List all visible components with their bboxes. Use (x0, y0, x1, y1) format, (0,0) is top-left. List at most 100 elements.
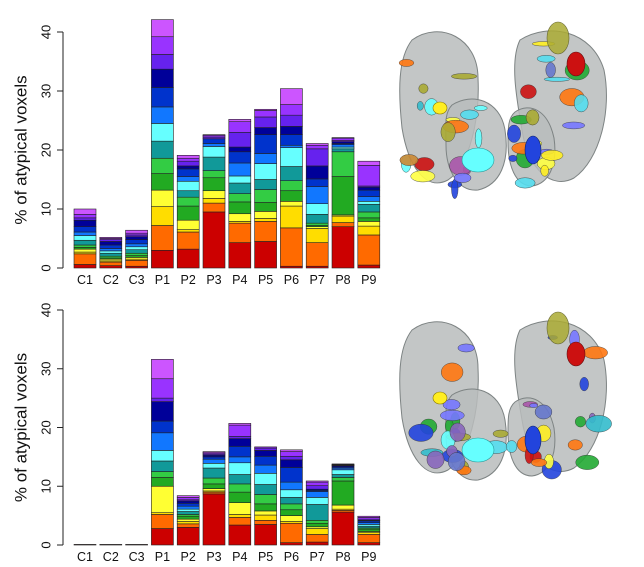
bar-segment (357, 201, 381, 205)
bar-segment (176, 515, 200, 520)
bar-segment (176, 190, 200, 198)
bar-segment (280, 451, 303, 457)
activation-blob (525, 109, 540, 126)
bar-segment (151, 420, 174, 434)
bar-segment (151, 157, 174, 174)
activation-blob (457, 343, 475, 353)
bar-segment (228, 436, 252, 439)
bar-segment (99, 241, 123, 246)
bar-segment (280, 166, 303, 181)
bar-segment (280, 522, 303, 543)
bar-segment (228, 175, 252, 184)
bar-segment (151, 36, 174, 55)
bar-segment (280, 180, 303, 192)
bar-segment (73, 248, 97, 253)
y-tick-label: 30 (38, 84, 53, 98)
bar-segment (176, 219, 200, 230)
bar-segment (176, 511, 200, 515)
bar-segment (305, 534, 329, 543)
bar-segment (202, 138, 226, 144)
bar-segment (151, 528, 174, 546)
bar-segment (305, 228, 329, 243)
bar-segment (254, 218, 277, 222)
bar-segment (151, 54, 174, 70)
bar-segment (305, 214, 329, 224)
bar-segment (357, 234, 381, 266)
activation-blob (520, 84, 537, 99)
bar-segment (305, 522, 329, 528)
activation-blob (529, 403, 539, 408)
bar-segment (280, 144, 303, 148)
bar-segment (280, 134, 303, 146)
bar-segment (331, 144, 355, 148)
bar-segment (331, 137, 355, 141)
x-tick-label: P8 (335, 550, 350, 564)
activation-blob (575, 454, 600, 470)
bar-segment (151, 225, 174, 251)
bar-segment (228, 423, 252, 426)
bar-segment (331, 511, 355, 546)
bar-segment (176, 176, 200, 182)
bar-segment (202, 463, 226, 469)
activation-blob (507, 124, 521, 143)
bar-segment (228, 514, 252, 518)
x-tick-label: P3 (206, 273, 221, 287)
x-tick-label: P6 (284, 550, 299, 564)
bar-segment (228, 193, 252, 203)
bar-segment (151, 250, 174, 269)
bar-segment (254, 211, 277, 219)
activation-blob (408, 423, 434, 442)
bar-segment (357, 203, 381, 213)
bar-segment (176, 248, 200, 269)
bar-segment (73, 544, 97, 546)
bar-segment (254, 127, 277, 135)
bar-segment (280, 147, 303, 167)
bar-segment (125, 239, 148, 245)
bar-segment (357, 189, 381, 197)
bar-segment (305, 222, 329, 226)
bar-segment (280, 497, 303, 505)
bar-segment (176, 527, 200, 546)
bar-segment (151, 401, 174, 422)
bar-segment (151, 477, 174, 487)
bar-segment (228, 438, 252, 447)
bar-segment (357, 542, 381, 546)
brain-render-bottom (399, 311, 612, 481)
bar-segment (357, 160, 381, 166)
x-tick-label: P1 (155, 273, 170, 287)
bar-segment (151, 87, 174, 108)
bar-segment (305, 242, 329, 267)
x-tick-label: C3 (129, 550, 145, 564)
bar-segment (202, 451, 226, 454)
bar-segment (228, 524, 252, 546)
bar-segment (228, 424, 252, 437)
bar-segment (331, 151, 355, 177)
bar-segment (151, 189, 174, 207)
activation-blob (432, 101, 448, 115)
activation-blob (461, 147, 495, 173)
y-axis-label: % of atypical voxels (11, 353, 30, 502)
x-tick-label: P7 (310, 550, 325, 564)
bar-segment (125, 229, 148, 234)
bar-segment (228, 462, 252, 475)
bar-segment (73, 244, 97, 248)
activation-blob (585, 415, 612, 433)
y-tick-label: 20 (38, 420, 53, 434)
bar-segment (280, 126, 303, 135)
bar-segment (151, 450, 174, 462)
brain-render-top (398, 21, 607, 199)
bar-segment (305, 528, 329, 535)
bar-segment (151, 485, 174, 513)
x-tick-label: C3 (129, 273, 145, 287)
bar-segment (176, 500, 200, 504)
bar-segment (176, 155, 200, 159)
bar-segment (176, 157, 200, 162)
activation-blob (441, 362, 464, 382)
bar-segment (228, 119, 252, 122)
activation-blob (574, 416, 586, 428)
activation-blob (410, 170, 436, 183)
bar-segment (305, 541, 329, 546)
activation-blob (524, 425, 542, 455)
x-tick-label: P3 (206, 550, 221, 564)
bar-segment (254, 110, 277, 118)
